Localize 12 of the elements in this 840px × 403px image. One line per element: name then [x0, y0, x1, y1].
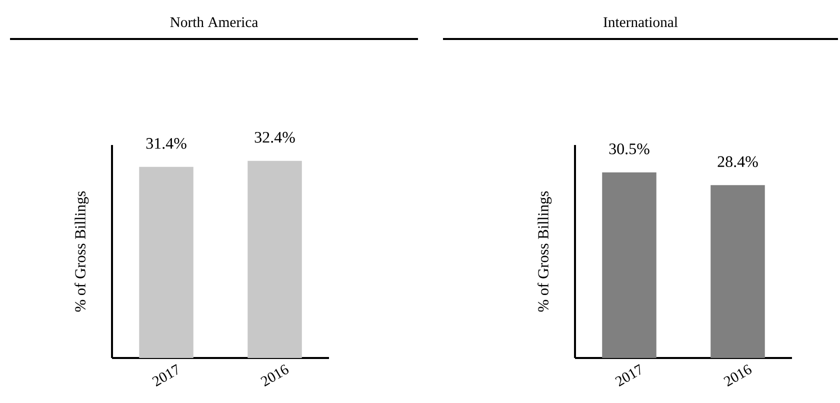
y-axis-title: % of Gross Billings [74, 191, 89, 312]
y-axis-title: % of Gross Billings [538, 191, 552, 312]
x-tick-label: 2017 [152, 364, 178, 387]
chart-title: North America [170, 16, 258, 28]
data-label: 28.4% [718, 156, 758, 168]
chart-title: International [604, 16, 678, 28]
x-tick-label: 2016 [260, 364, 289, 387]
x-tick-label: 2016 [724, 364, 752, 387]
data-label: 30.5% [609, 143, 650, 154]
data-label: 31.4% [146, 138, 186, 149]
x-tick-label: 2017 [615, 364, 640, 387]
data-label: 32.4% [254, 132, 295, 143]
